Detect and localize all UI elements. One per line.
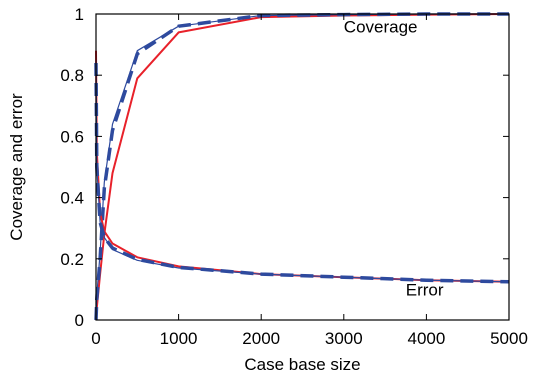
- x-tick-label: 5000: [490, 329, 528, 348]
- plot-frame: [95, 13, 510, 321]
- series-error-thin-line: [95, 59, 510, 283]
- x-tick-label: 1000: [160, 329, 198, 348]
- series-coverage-dashed-line: [94, 12, 509, 321]
- y-tick-label: 0: [75, 311, 84, 330]
- annotation-layer: Coverage Error: [344, 17, 444, 299]
- series-coverage-solid-line: [95, 13, 510, 321]
- series-error-dashed-line: [94, 62, 510, 284]
- y-tick-label: 0.8: [60, 66, 84, 85]
- y-tick-label: 0.6: [60, 127, 84, 146]
- series-layer: [94, 12, 510, 321]
- x-tick-label: 3000: [325, 329, 363, 348]
- annotation-label: Coverage: [344, 17, 418, 36]
- y-tick-label: 1: [75, 5, 84, 24]
- series-error-solid-line: [95, 50, 510, 283]
- x-tick-label: 4000: [407, 329, 445, 348]
- y-tick-label: 0.4: [60, 189, 84, 208]
- x-axis-label: Case base size: [244, 355, 360, 374]
- tick-layer: 0 1000 2000 3000 4000 5000 0 0.2 0.4 0.6 0.8 1: [60, 5, 528, 348]
- y-tick-label: 0.2: [60, 250, 84, 269]
- x-tick-label: 2000: [242, 329, 280, 348]
- y-axis-label: Coverage and error: [7, 93, 26, 241]
- annotation-label: Error: [406, 281, 444, 300]
- x-tick-label: 0: [91, 329, 100, 348]
